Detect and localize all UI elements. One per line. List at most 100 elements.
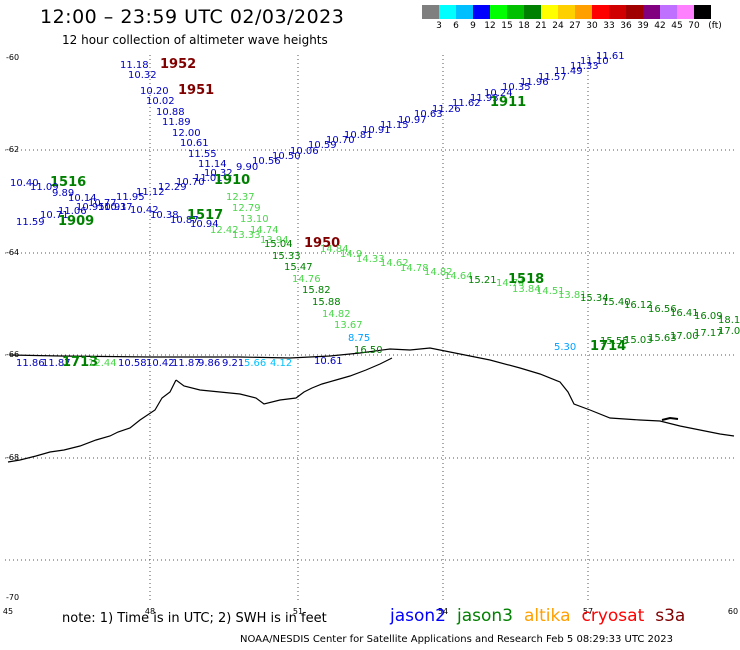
wave-height-value: 15.63 [648,333,677,344]
wave-height-value: 9.86 [198,358,220,369]
wave-height-value: 13.33 [232,230,261,241]
wave-height-value: 11.10 [580,56,609,67]
satellite-legend-item: cryosat [581,606,645,626]
wave-height-value: 11.62 [452,98,481,109]
legend-label: 15 [501,21,513,31]
wave-height-value: 15.21 [468,275,497,286]
legend-swatch [643,5,660,19]
wave-height-value: 10.06 [290,146,319,157]
legend-label: 45 [671,21,683,31]
wave-height-value: 12.37 [226,192,255,203]
legend-label: 21 [535,21,547,31]
wave-height-value: 15.55 [600,336,629,347]
wave-height-value: 15.33 [272,251,301,262]
latitude-tick-label: -64 [6,248,19,257]
wave-height-value: 5.66 [244,358,266,369]
wave-height-value: 15.34 [580,293,609,304]
wave-height-value: 10.58 [118,358,147,369]
wave-height-value: 10.40 [10,178,39,189]
legend-label: 6 [453,21,459,31]
wave-height-value: 11.14 [198,159,227,170]
wave-height-value: 15.40 [602,297,631,308]
longitude-tick-label: 51 [293,607,303,616]
pass-time-label: 1911 [490,95,526,110]
wave-height-value: 10.61 [314,356,343,367]
wave-height-value: 14.82 [322,309,351,320]
legend-unit: (ft) [708,21,722,31]
wave-height-value: 11.12 [136,187,165,198]
wave-height-value: 17.0 [718,326,740,337]
legend-label: 42 [654,21,666,31]
legend-label: 33 [603,21,615,31]
wave-height-value: 10.91 [362,125,391,136]
longitude-tick-label: 54 [438,607,448,616]
wave-height-value: 11.57 [538,72,567,83]
longitude-tick-label: 60 [728,607,738,616]
legend-swatch [541,5,558,19]
wave-height-value: 11.61 [596,51,625,62]
wave-height-value: 15.04 [264,239,293,250]
latitude-tick-label: -60 [6,53,19,62]
wave-height-value: 12.79 [232,203,261,214]
wave-height-value: 14.51 [536,286,565,297]
pass-time-label: 1910 [214,173,250,188]
legend-label: 3 [436,21,442,31]
wave-height-value: 16.09 [694,311,723,322]
wave-height-value: 9.21 [222,358,244,369]
wave-height-value: 12.00 [172,128,201,139]
wave-height-value: 11.06 [58,206,87,217]
legend-swatch [592,5,609,19]
page-subtitle: 12 hour collection of altimeter wave hei… [62,33,328,47]
wave-height-value: 15.88 [312,297,341,308]
wave-height-value: 10.71 [40,210,69,221]
longitude-tick-label: 48 [145,607,155,616]
wave-height-value: 16.41 [670,308,699,319]
wave-height-value: 10.32 [128,70,157,81]
wave-height-value: 10.91 [98,202,127,213]
wave-height-value: 10.70 [326,135,355,146]
wave-height-value: 9.90 [236,162,258,173]
legend-swatch [626,5,643,19]
legend-label: 24 [552,21,564,31]
wave-height-value: 11.59 [16,217,45,228]
wave-height-value: 11.15 [380,120,409,131]
wave-height-value: 11.93 [470,93,499,104]
legend-swatch [677,5,694,19]
legend-swatch [490,5,507,19]
legend-swatch [456,5,473,19]
legend-label: 39 [637,21,649,31]
wave-height-value: 9.89 [52,188,74,199]
wave-height-value: 8.75 [348,333,370,344]
wave-height-value: 11.89 [162,117,191,128]
wave-height-value: 10.38 [150,210,179,221]
satellite-legend-item: jason3 [457,606,513,626]
legend-swatch [558,5,575,19]
wave-height-value: 14.74 [250,225,279,236]
wave-height-value: 13.10 [240,214,269,225]
wave-height-value: 15.47 [284,262,313,273]
wave-height-value: 10.42 [146,358,175,369]
legend-swatch [524,5,541,19]
wave-height-value: 14.78 [400,263,429,274]
wave-height-value: 12.29 [158,182,187,193]
legend-swatch [507,5,524,19]
legend-swatch [422,5,439,19]
wave-height-value: 11.01 [194,173,223,184]
wave-height-value: 11.55 [188,149,217,160]
legend-label: 9 [470,21,476,31]
legend-swatch [660,5,677,19]
legend-swatch [575,5,592,19]
wave-height-value: 13.81 [558,290,587,301]
satellite-legend-item: s3a [655,606,686,626]
wave-height-value: 10.95 [76,202,105,213]
wave-height-value: 10.56 [252,156,281,167]
wave-height-value: 16.50 [354,345,383,356]
wave-height-value: 10.14 [68,193,97,204]
pass-time-label: 1952 [160,57,196,72]
satellite-legend: jason2 jason3 altika cryosat s3a [390,606,696,626]
latitude-tick-label: -62 [6,145,19,154]
wave-height-value: 11.26 [432,104,461,115]
wave-height-value: 14.84 [320,244,349,255]
wave-height-value: 11.49 [554,66,583,77]
